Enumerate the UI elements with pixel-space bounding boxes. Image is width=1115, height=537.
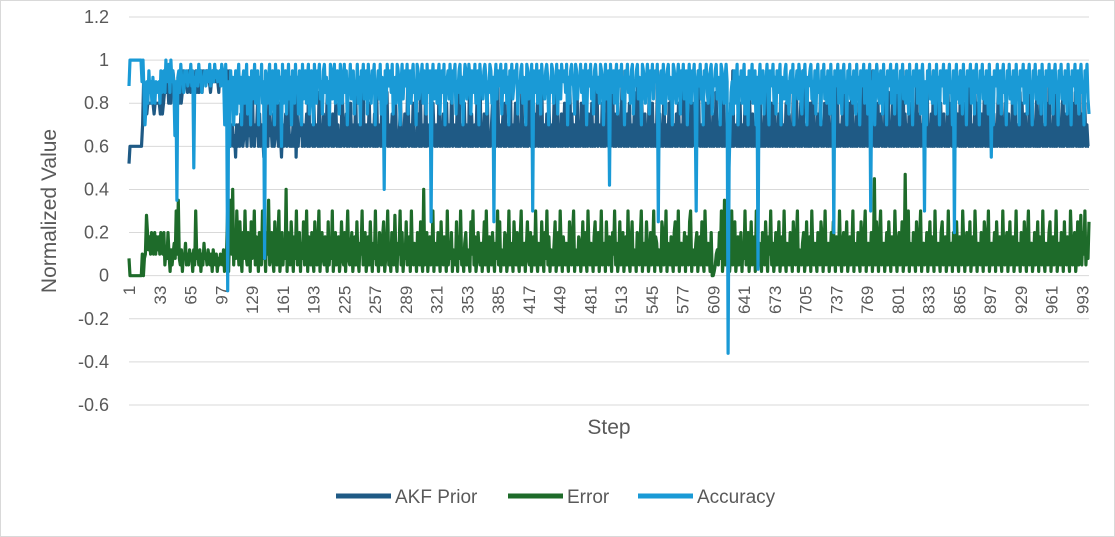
x-tick-label: 897 <box>981 286 1000 314</box>
series-line-accuracy <box>127 58 1091 355</box>
x-tick-label: 481 <box>581 286 600 314</box>
x-tick-label: 641 <box>735 286 754 314</box>
series-line-error <box>127 172 1091 278</box>
x-tick-label: 801 <box>889 286 908 314</box>
x-tick-label: 161 <box>274 286 293 314</box>
y-axis-ticks: -0.6 -0.4 -0.2 0 0.2 0.4 0.6 0.8 1 1.2 <box>78 7 109 415</box>
x-tick-label: 609 <box>704 286 723 314</box>
x-axis-title: Step <box>587 416 630 439</box>
x-tick-label: 353 <box>458 286 477 314</box>
x-tick-label: 129 <box>243 286 262 314</box>
x-axis-ticks: 1 33 65 97 129 161 193 225 257 289 321 353 385 417 449… <box>120 286 1092 314</box>
x-tick-label: 993 <box>1073 286 1092 314</box>
x-tick-label: 321 <box>428 286 447 314</box>
x-tick-label: 289 <box>397 286 416 314</box>
y-tick-label: -0.2 <box>78 309 109 329</box>
x-tick-label: 385 <box>489 286 508 314</box>
x-tick-label: 65 <box>182 286 201 305</box>
y-tick-label: 0.8 <box>84 93 109 113</box>
x-tick-label: 513 <box>612 286 631 314</box>
series-lines <box>127 58 1091 355</box>
y-axis-title: Normalized Value <box>38 129 61 293</box>
y-tick-label: 1 <box>99 50 109 70</box>
x-tick-label: 929 <box>1012 286 1031 314</box>
x-tick-label: 545 <box>643 286 662 314</box>
legend-label: AKF Prior <box>395 487 478 508</box>
legend-label: Accuracy <box>697 487 776 508</box>
x-tick-label: 961 <box>1043 286 1062 314</box>
y-tick-label: 0 <box>99 266 109 286</box>
legend: AKF Prior Error Accuracy <box>336 487 776 508</box>
x-tick-label: 225 <box>335 286 354 314</box>
x-tick-label: 417 <box>520 286 539 314</box>
x-tick-label: 865 <box>950 286 969 314</box>
x-tick-label: 737 <box>827 286 846 314</box>
x-tick-label: 1 <box>120 286 139 295</box>
y-tick-label: 0.4 <box>84 179 109 199</box>
y-tick-label: 0.2 <box>84 223 109 243</box>
y-tick-label: -0.6 <box>78 395 109 415</box>
x-tick-label: 833 <box>920 286 939 314</box>
legend-label: Error <box>567 487 610 508</box>
x-tick-label: 257 <box>366 286 385 314</box>
y-tick-label: 0.6 <box>84 136 109 156</box>
x-tick-label: 193 <box>305 286 324 314</box>
x-tick-label: 33 <box>151 286 170 305</box>
x-tick-label: 705 <box>797 286 816 314</box>
x-tick-label: 449 <box>551 286 570 314</box>
x-tick-label: 769 <box>858 286 877 314</box>
x-tick-label: 577 <box>674 286 693 314</box>
y-tick-label: -0.4 <box>78 352 109 372</box>
y-tick-label: 1.2 <box>84 7 109 27</box>
x-tick-label: 673 <box>766 286 785 314</box>
